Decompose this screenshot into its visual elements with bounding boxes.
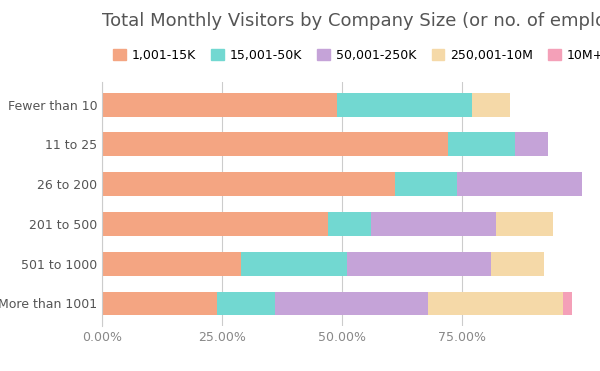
Bar (102, 132, 448, 156)
Bar (241, 252, 347, 276)
Bar (102, 252, 241, 276)
Bar (371, 212, 496, 236)
Bar (448, 132, 515, 156)
Bar (491, 252, 544, 276)
Bar (563, 292, 572, 315)
Bar (328, 212, 371, 236)
Bar (472, 93, 510, 116)
Bar (428, 292, 563, 315)
Bar (515, 132, 548, 156)
Bar (395, 172, 457, 196)
Bar (337, 93, 472, 116)
Bar (457, 172, 582, 196)
Bar (102, 93, 337, 116)
Text: Total Monthly Visitors by Company Size (or no. of employees): Total Monthly Visitors by Company Size (… (102, 12, 600, 30)
Bar (496, 212, 553, 236)
Bar (217, 292, 275, 315)
Bar (102, 172, 395, 196)
Bar (102, 292, 217, 315)
Bar (102, 212, 328, 236)
Bar (275, 292, 428, 315)
Legend: 1,001-15K, 15,001-50K, 50,001-250K, 250,001-10M, 10M+: 1,001-15K, 15,001-50K, 50,001-250K, 250,… (108, 44, 600, 67)
Bar (347, 252, 491, 276)
